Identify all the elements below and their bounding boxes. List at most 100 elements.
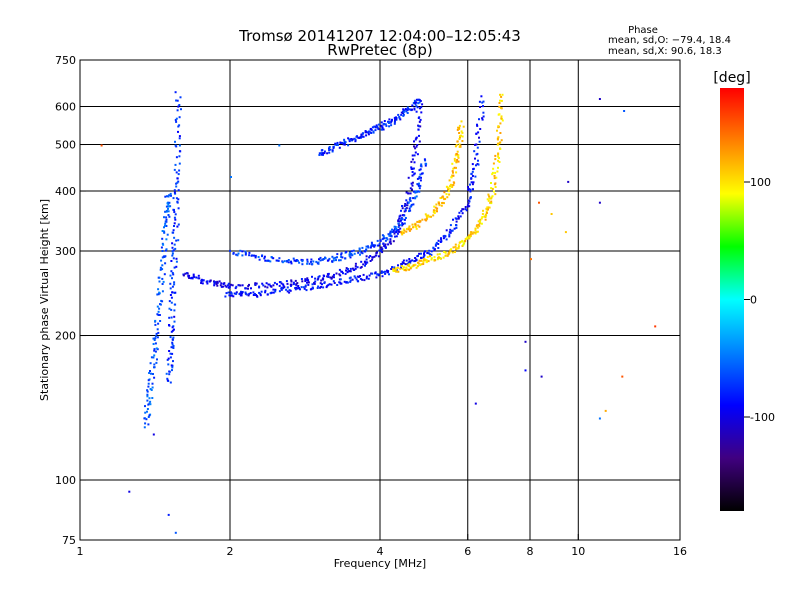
data-point [455,224,458,227]
x-axis-label: Frequency [MHz] [334,557,426,570]
data-point [173,236,176,239]
data-point [404,204,407,207]
data-point [479,218,482,221]
data-point [410,182,413,185]
data-point [380,128,383,131]
data-point [415,227,418,230]
y-tick-label: 750 [55,54,76,67]
data-point [476,146,479,149]
data-point [497,153,500,156]
data-point [231,284,234,287]
data-point [437,247,440,249]
data-point [274,288,277,291]
data-point [419,164,422,167]
data-point [420,263,423,266]
data-point [500,99,503,102]
data-point [420,176,422,179]
data-point [167,214,170,216]
data-point [244,287,247,290]
data-point [244,252,247,255]
data-point [168,316,171,319]
data-point [164,249,167,252]
data-point [453,157,456,160]
data-point [241,291,244,294]
data-point [320,153,323,156]
data-point [161,277,164,280]
data-point [317,262,320,265]
data-point [371,258,374,261]
data-point [407,107,410,110]
y-axis-label: Stationary phase Virtual Height [km] [38,199,51,401]
data-point [173,222,176,225]
data-point [469,190,472,193]
data-point [163,231,166,234]
data-point [381,234,384,237]
data-point [258,258,261,261]
data-point [151,397,154,399]
data-point [400,209,402,212]
data-point [419,118,422,121]
data-point [397,264,399,267]
x-tick-labels: 1 2 4 6 8 10 16 [77,534,687,558]
data-point [487,199,490,202]
data-point [564,231,567,234]
data-point [424,164,427,167]
data-point [286,260,289,262]
data-point [154,319,157,322]
data-point [486,198,489,201]
data-point [213,284,216,287]
data-point [455,226,458,229]
data-point [187,274,190,277]
data-point [161,230,164,232]
data-point [598,417,601,420]
data-point [408,263,411,266]
data-point [392,268,394,271]
data-point [166,233,169,236]
data-point [320,149,323,152]
data-point [400,113,403,116]
data-point [345,267,348,270]
data-point [335,143,338,146]
data-point [450,248,453,251]
data-point [266,286,269,289]
data-point [163,226,165,229]
data-point [143,426,146,429]
data-point [484,216,487,218]
data-point [464,206,467,208]
data-point [481,118,484,121]
data-point [316,287,319,289]
data-point [540,375,543,378]
data-point [403,229,406,232]
data-point [456,128,459,131]
data-point [479,220,482,223]
data-point [411,158,414,161]
data-point [439,257,441,260]
data-point [174,144,177,147]
data-point [169,336,172,339]
data-point [550,213,553,215]
data-point [418,187,421,190]
data-point [163,230,166,233]
data-point [215,281,217,284]
data-point [470,172,473,175]
data-point [175,171,178,174]
data-point [490,197,493,200]
data-point [299,288,301,291]
data-point [153,354,156,357]
data-point [168,201,171,204]
data-point [155,347,158,350]
data-point [192,273,195,276]
data-point [390,124,393,127]
data-point [454,217,457,220]
data-point [304,278,307,281]
data-point [296,287,299,290]
data-point [154,350,157,353]
data-point [406,112,409,114]
data-point [160,246,163,249]
data-point [318,154,321,156]
data-point [442,256,445,259]
data-point [449,185,451,188]
data-point [408,258,411,260]
data-point [323,150,326,153]
data-point [422,261,425,264]
